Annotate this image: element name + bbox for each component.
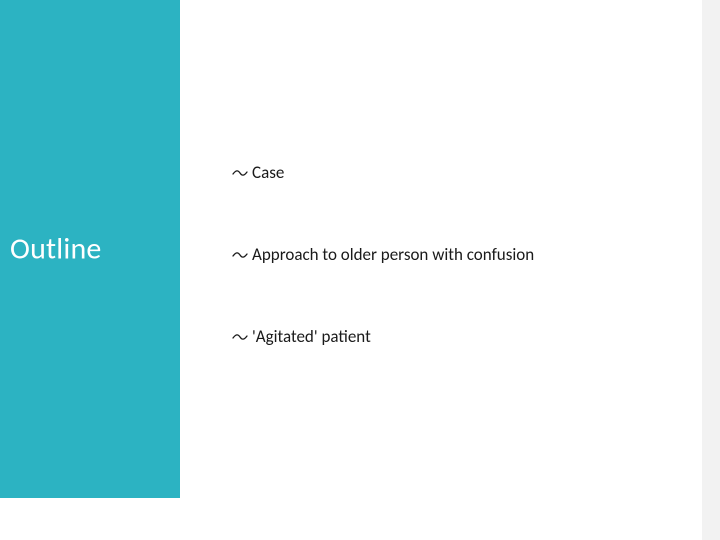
list-item: 'Agitated' patient	[232, 326, 662, 348]
flourish-icon	[232, 165, 248, 184]
list-item: Approach to older person with confusion	[232, 244, 662, 266]
flourish-icon	[232, 247, 248, 266]
list-item-label: 'Agitated' patient	[252, 326, 371, 347]
slide-title: Outline	[10, 231, 102, 268]
flourish-icon	[232, 329, 248, 348]
list-item-label: Case	[252, 162, 284, 183]
list-item: Case	[232, 162, 662, 184]
sidebar-panel: Outline	[0, 0, 180, 498]
list-item-label: Approach to older person with confusion	[252, 244, 534, 265]
content-area: Case Approach to older person with confu…	[232, 162, 662, 408]
right-edge-strip	[702, 0, 720, 540]
slide: Outline Case Approach to older person wi…	[0, 0, 720, 540]
